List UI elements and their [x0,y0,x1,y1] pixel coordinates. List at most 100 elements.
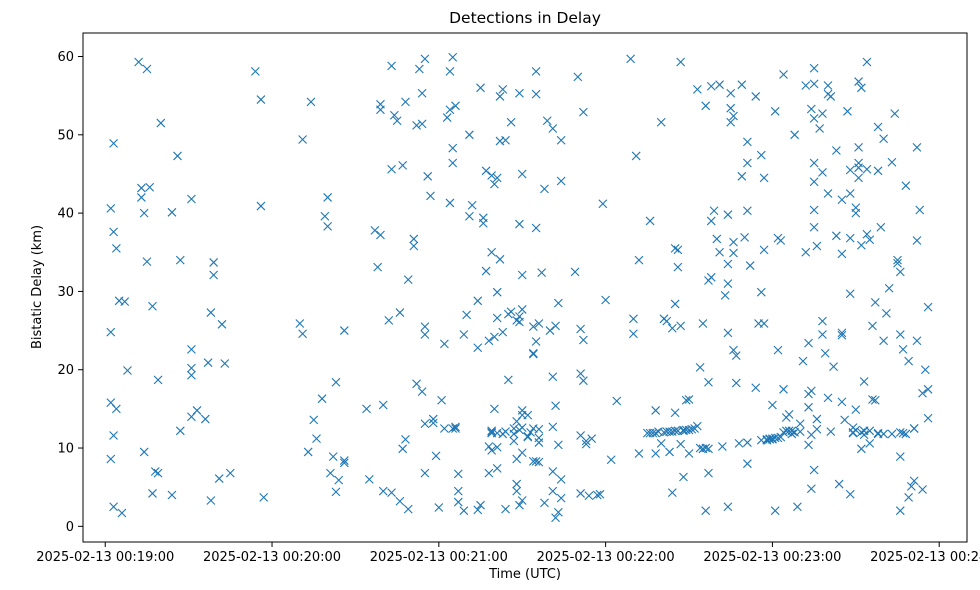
data-point [476,83,485,93]
data-point [503,375,513,385]
data-point [387,164,396,174]
data-point [515,500,524,510]
data-point [387,61,396,71]
data-point [726,88,736,98]
data-point [879,134,888,144]
data-point [484,336,494,346]
data-point [492,442,502,452]
data-point [148,301,157,311]
data-point [467,200,477,210]
data-point [759,245,769,255]
data-point [412,121,421,130]
data-point [501,504,510,514]
data-point [376,230,385,240]
data-point [901,181,911,191]
data-point [667,323,677,333]
data-point [153,375,163,385]
y-tick-label: 0 [66,520,74,535]
data-point [612,396,622,406]
data-point [823,81,833,90]
data-point [250,66,260,76]
data-point [465,130,474,140]
data-point [506,307,516,317]
data-point [820,348,830,358]
data-point [123,366,132,375]
data-point [548,486,558,496]
data-point [434,503,444,512]
data-point [837,249,847,259]
data-point [320,211,330,221]
y-tick-label: 10 [57,442,74,457]
data-point [111,404,121,414]
data-point [734,438,744,448]
x-tick-label: 2025-02-13 00:24:00 [870,550,980,565]
data-point [528,322,538,332]
data-point [187,363,196,373]
data-point [854,142,863,152]
data-point [117,508,127,518]
data-point [459,506,469,516]
data-point [895,267,905,277]
data-point [673,245,683,255]
data-point [420,330,430,339]
data-point [684,395,694,404]
data-point [209,270,219,280]
data-point [770,506,780,516]
data-point [893,255,902,265]
data-point [793,502,802,512]
data-point [837,328,847,338]
data-point [787,429,797,439]
data-point [717,442,727,451]
data-point [453,486,463,496]
data-point [862,57,872,67]
data-point [392,116,402,126]
data-point [729,345,738,355]
data-point [462,310,472,320]
data-point [823,189,833,198]
data-point [587,434,597,444]
data-point [517,169,527,179]
data-point [704,468,713,478]
y-axis-label: Bistatic Delay (km) [30,225,45,349]
data-point [662,316,672,326]
data-point [676,57,686,67]
data-point [601,295,611,305]
data-point [417,119,427,129]
data-point [506,117,516,127]
data-point [895,330,905,339]
data-point [106,204,116,213]
data-point [812,241,822,251]
data-point [631,151,641,161]
data-point [837,397,847,407]
data-point [726,117,736,127]
data-point [512,479,522,489]
data-point [409,241,419,251]
data-point [259,492,269,502]
data-point [837,330,847,340]
data-point [331,487,341,497]
data-point [670,426,680,436]
data-markers [106,52,933,523]
data-point [187,194,196,204]
data-point [323,222,333,231]
data-point [484,468,494,478]
data-point [684,449,694,458]
data-point [726,103,736,113]
data-point [651,428,661,438]
x-tick-label: 2025-02-13 00:20:00 [203,550,341,565]
y-tick-label: 30 [57,285,74,300]
data-point [854,77,863,86]
data-point [915,205,925,215]
plot-area [106,52,933,523]
data-point [492,287,502,297]
data-point [295,319,305,328]
data-point [723,210,733,220]
data-point [801,247,811,257]
data-point [656,117,666,127]
data-point [809,79,819,89]
data-point [445,198,455,208]
data-point [192,406,202,415]
data-point [723,502,733,512]
data-point [512,486,522,496]
data-point [815,124,825,133]
